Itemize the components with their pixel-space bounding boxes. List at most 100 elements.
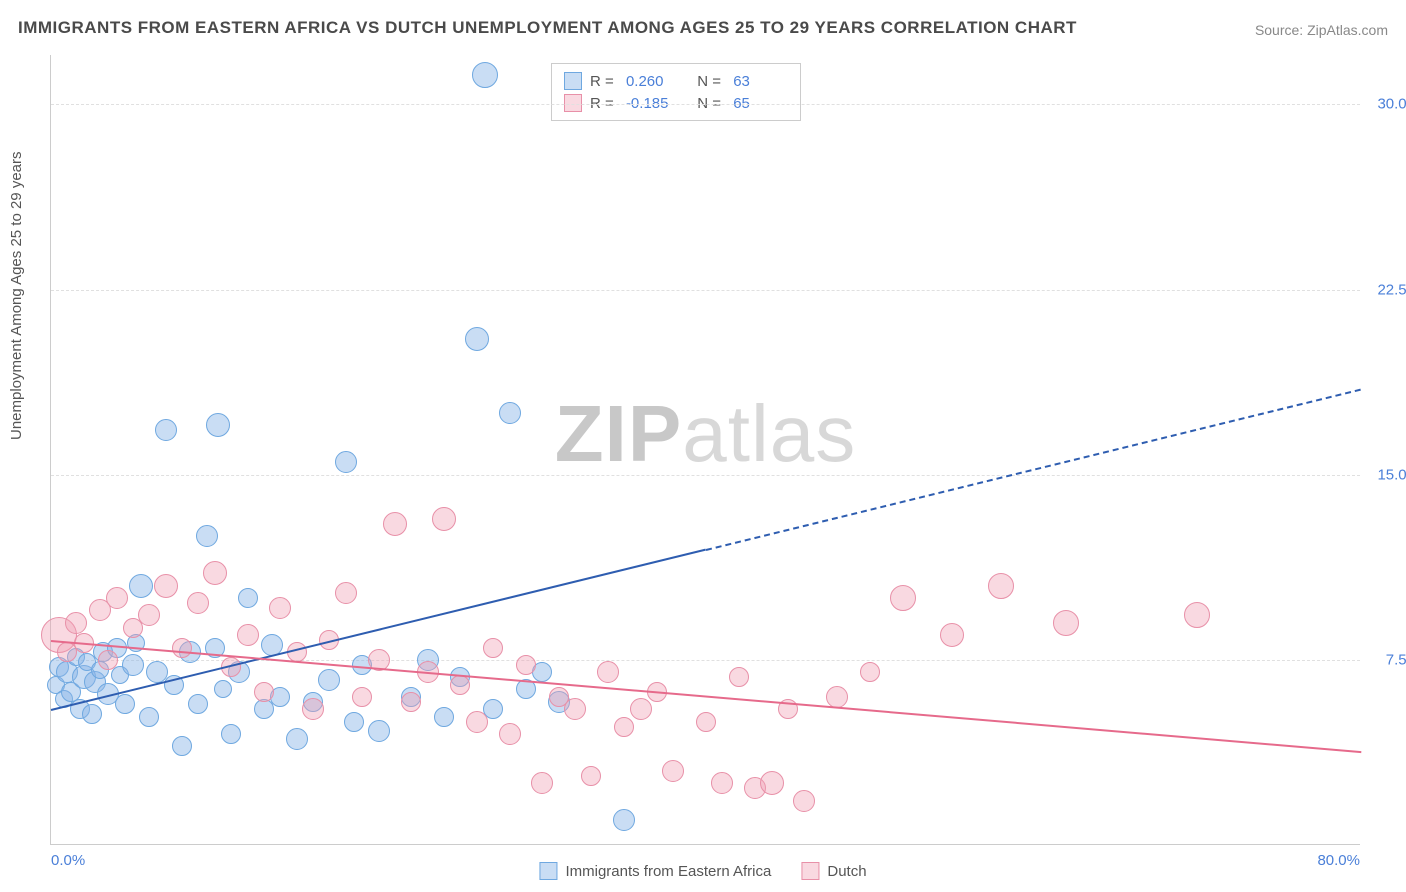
- data-point: [696, 712, 716, 732]
- y-tick-label: 7.5%: [1365, 651, 1406, 668]
- data-point: [187, 592, 209, 614]
- source-attribution: Source: ZipAtlas.com: [1255, 22, 1388, 38]
- data-point: [890, 585, 916, 611]
- x-axis-min-label: 0.0%: [51, 852, 85, 869]
- data-point: [1053, 610, 1079, 636]
- data-point: [238, 588, 258, 608]
- watermark: ZIPatlas: [555, 388, 856, 480]
- data-point: [214, 680, 232, 698]
- trend-line: [51, 640, 1361, 753]
- data-point: [613, 809, 635, 831]
- data-point: [483, 638, 503, 658]
- gridline: [51, 104, 1360, 105]
- data-point: [106, 587, 128, 609]
- legend-label: Immigrants from Eastern Africa: [565, 863, 771, 880]
- legend-r-value: 0.260: [626, 73, 681, 90]
- data-point: [154, 574, 178, 598]
- gridline: [51, 475, 1360, 476]
- data-point: [793, 790, 815, 812]
- correlation-legend: R = 0.260 N = 63R = -0.185 N = 65: [551, 63, 801, 121]
- data-point: [139, 707, 159, 727]
- data-point: [499, 402, 521, 424]
- data-point: [630, 698, 652, 720]
- legend-swatch: [801, 862, 819, 880]
- data-point: [115, 694, 135, 714]
- data-point: [188, 694, 208, 714]
- data-point: [203, 561, 227, 585]
- data-point: [335, 582, 357, 604]
- data-point: [286, 728, 308, 750]
- legend-label: Dutch: [827, 863, 866, 880]
- legend-r-label: R =: [590, 73, 618, 90]
- data-point: [472, 62, 498, 88]
- data-point: [860, 662, 880, 682]
- y-axis-label: Unemployment Among Ages 25 to 29 years: [8, 151, 25, 440]
- data-point: [564, 698, 586, 720]
- data-point: [729, 667, 749, 687]
- legend-n-value: 63: [733, 73, 788, 90]
- data-point: [122, 654, 144, 676]
- data-point: [237, 624, 259, 646]
- data-point: [531, 772, 553, 794]
- legend-r-label: R =: [590, 95, 618, 112]
- data-point: [65, 612, 87, 634]
- data-point: [383, 512, 407, 536]
- data-point: [581, 766, 601, 786]
- data-point: [129, 574, 153, 598]
- data-point: [450, 675, 470, 695]
- data-point: [172, 638, 192, 658]
- data-point: [98, 650, 118, 670]
- data-point: [711, 772, 733, 794]
- trend-line: [706, 388, 1361, 550]
- data-point: [302, 698, 324, 720]
- data-point: [344, 712, 364, 732]
- data-point: [269, 597, 291, 619]
- data-point: [318, 669, 340, 691]
- y-tick-label: 15.0%: [1365, 466, 1406, 483]
- data-point: [988, 573, 1014, 599]
- data-point: [155, 419, 177, 441]
- data-point: [826, 686, 848, 708]
- data-point: [82, 704, 102, 724]
- data-point: [352, 687, 372, 707]
- data-point: [432, 507, 456, 531]
- legend-n-label: N =: [689, 95, 725, 112]
- data-point: [335, 451, 357, 473]
- data-point: [254, 682, 274, 702]
- data-point: [401, 692, 421, 712]
- data-point: [466, 711, 488, 733]
- legend-item: Immigrants from Eastern Africa: [539, 862, 771, 880]
- data-point: [196, 525, 218, 547]
- legend-swatch: [564, 72, 582, 90]
- data-point: [221, 724, 241, 744]
- data-point: [516, 655, 536, 675]
- data-point: [206, 413, 230, 437]
- legend-n-label: N =: [689, 73, 725, 90]
- legend-r-value: -0.185: [626, 95, 681, 112]
- y-tick-label: 30.0%: [1365, 96, 1406, 113]
- data-point: [662, 760, 684, 782]
- legend-item: Dutch: [801, 862, 866, 880]
- data-point: [597, 661, 619, 683]
- x-axis-max-label: 80.0%: [1317, 852, 1360, 869]
- data-point: [368, 720, 390, 742]
- plot-region: ZIPatlas R = 0.260 N = 63R = -0.185 N = …: [50, 55, 1360, 845]
- legend-n-value: 65: [733, 95, 788, 112]
- chart-title: IMMIGRANTS FROM EASTERN AFRICA VS DUTCH …: [18, 18, 1077, 38]
- data-point: [138, 604, 160, 626]
- data-point: [1184, 602, 1210, 628]
- data-point: [465, 327, 489, 351]
- legend-stat-row: R = 0.260 N = 63: [564, 70, 788, 92]
- legend-stat-row: R = -0.185 N = 65: [564, 92, 788, 114]
- data-point: [172, 736, 192, 756]
- legend-swatch: [564, 94, 582, 112]
- data-point: [940, 623, 964, 647]
- y-tick-label: 22.5%: [1365, 281, 1406, 298]
- data-point: [614, 717, 634, 737]
- gridline: [51, 290, 1360, 291]
- legend-swatch: [539, 862, 557, 880]
- series-legend: Immigrants from Eastern Africa Dutch: [539, 862, 866, 880]
- chart-area: ZIPatlas R = 0.260 N = 63R = -0.185 N = …: [50, 55, 1360, 845]
- data-point: [434, 707, 454, 727]
- data-point: [499, 723, 521, 745]
